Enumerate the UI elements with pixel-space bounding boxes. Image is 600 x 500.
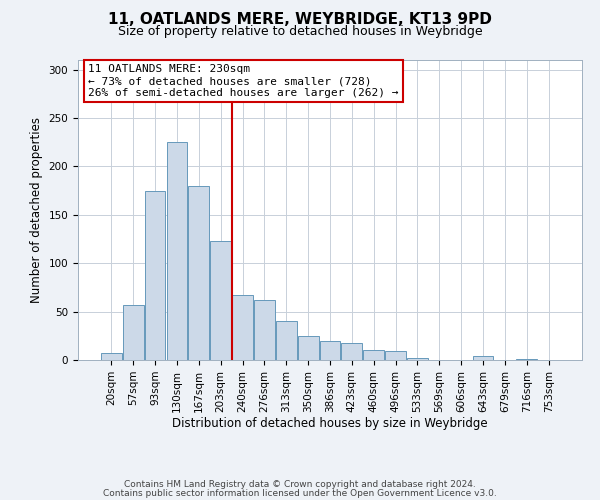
Text: 11, OATLANDS MERE, WEYBRIDGE, KT13 9PD: 11, OATLANDS MERE, WEYBRIDGE, KT13 9PD xyxy=(108,12,492,28)
Bar xyxy=(123,305,143,360)
Text: 11 OATLANDS MERE: 230sqm
← 73% of detached houses are smaller (728)
26% of semi-: 11 OATLANDS MERE: 230sqm ← 73% of detach… xyxy=(88,64,398,98)
Bar xyxy=(407,358,428,360)
Y-axis label: Number of detached properties: Number of detached properties xyxy=(30,117,43,303)
Text: Size of property relative to detached houses in Weybridge: Size of property relative to detached ho… xyxy=(118,25,482,38)
Bar xyxy=(101,353,122,360)
Bar xyxy=(167,142,187,360)
Bar xyxy=(276,322,296,360)
Bar xyxy=(364,350,384,360)
Bar xyxy=(210,241,231,360)
Bar xyxy=(188,186,209,360)
Text: Contains public sector information licensed under the Open Government Licence v3: Contains public sector information licen… xyxy=(103,488,497,498)
Bar xyxy=(232,295,253,360)
X-axis label: Distribution of detached houses by size in Weybridge: Distribution of detached houses by size … xyxy=(172,418,488,430)
Text: Contains HM Land Registry data © Crown copyright and database right 2024.: Contains HM Land Registry data © Crown c… xyxy=(124,480,476,489)
Bar xyxy=(385,352,406,360)
Bar xyxy=(341,342,362,360)
Bar xyxy=(473,356,493,360)
Bar xyxy=(298,336,319,360)
Bar xyxy=(254,300,275,360)
Bar xyxy=(517,359,537,360)
Bar xyxy=(145,190,166,360)
Bar xyxy=(320,340,340,360)
